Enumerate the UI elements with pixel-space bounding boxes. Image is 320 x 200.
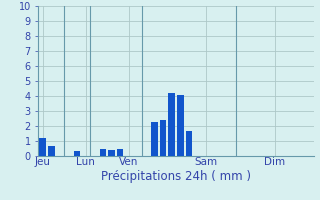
Bar [100, 148, 106, 156]
Bar [160, 120, 166, 156]
X-axis label: Précipitations 24h ( mm ): Précipitations 24h ( mm ) [101, 170, 251, 183]
Bar [151, 121, 158, 156]
Bar [48, 146, 54, 156]
Bar [186, 130, 192, 156]
Bar [117, 148, 123, 156]
Bar [177, 95, 184, 156]
Bar [74, 151, 80, 156]
Bar [108, 150, 115, 156]
Bar [168, 93, 175, 156]
Bar [39, 138, 46, 156]
